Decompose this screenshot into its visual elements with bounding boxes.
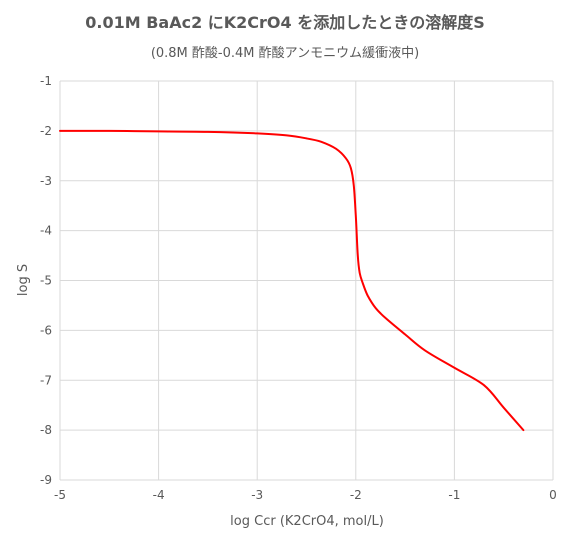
y-tick-label: -8	[40, 423, 52, 437]
x-tick-label: -5	[54, 488, 66, 502]
x-tick-label: -1	[448, 488, 460, 502]
y-tick-label: -1	[40, 74, 52, 88]
y-tick-label: -3	[40, 174, 52, 188]
y-tick-label: -5	[40, 274, 52, 288]
y-tick-label: -9	[40, 473, 52, 487]
y-tick-label: -4	[40, 224, 52, 238]
series-layer	[59, 129, 525, 432]
y-axis-label: log S	[16, 264, 31, 296]
x-tick-label: 0	[549, 488, 557, 502]
series-line	[59, 129, 525, 432]
chart-title: 0.01M BaAc2 にK2CrO4 を添加したときの溶解度S	[85, 13, 485, 32]
y-tick-label: -7	[40, 373, 52, 387]
x-tick-label: -3	[251, 488, 263, 502]
x-axis-ticks: -5 -4 -3 -2 -1 0	[54, 488, 557, 502]
y-tick-label: -6	[40, 323, 52, 337]
gridlines	[59, 80, 554, 481]
chart-subtitle: (0.8M 酢酸-0.4M 酢酸アンモニウム緩衝液中)	[151, 46, 419, 61]
x-tick-label: -4	[153, 488, 165, 502]
y-axis-ticks: -1 -2 -3 -4 -5 -6 -7 -8 -9	[40, 74, 52, 487]
y-tick-label: -2	[40, 124, 52, 138]
x-axis-label: log Ccr (K2CrO4, mol/L)	[230, 514, 384, 529]
x-tick-label: -2	[350, 488, 362, 502]
